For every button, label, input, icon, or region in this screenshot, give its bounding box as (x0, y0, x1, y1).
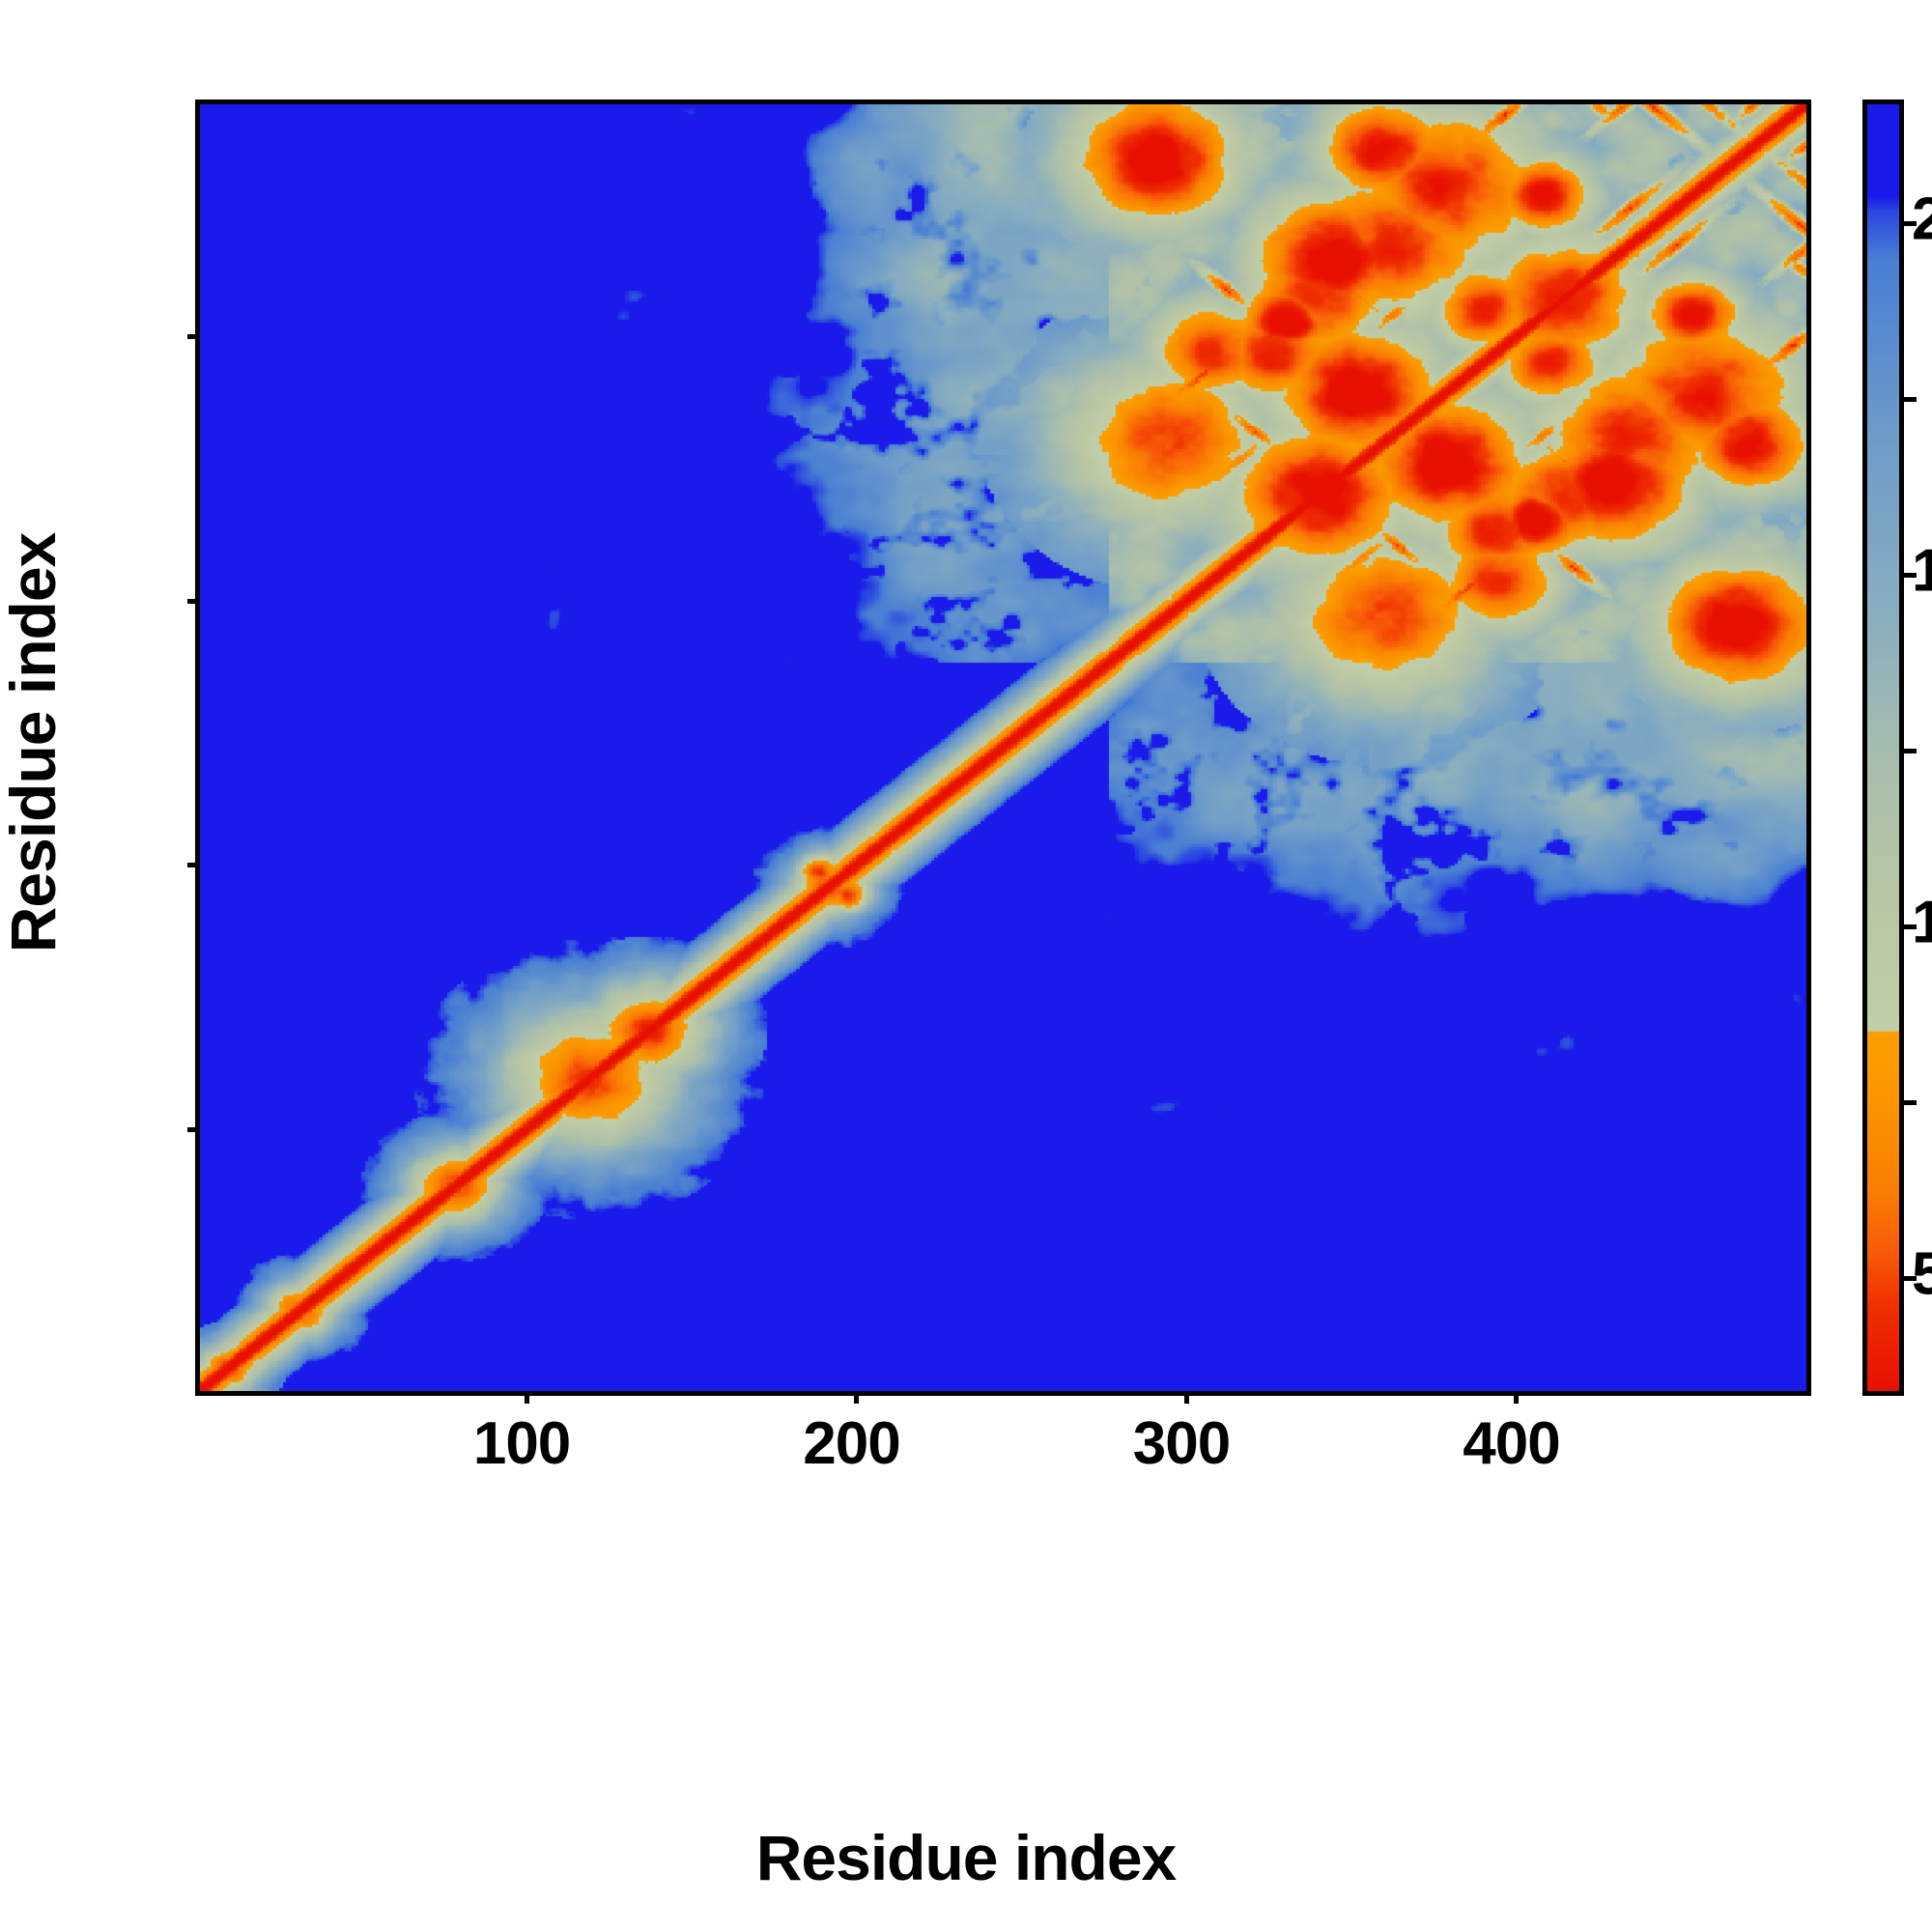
y-axis-tick (187, 863, 200, 868)
colorbar-tick-label-5: 5 (1912, 1240, 1932, 1308)
x-axis-tick-label-100: 100 (472, 1410, 571, 1477)
x-axis-tick (854, 1391, 860, 1404)
x-axis-tick-label-200: 200 (803, 1410, 900, 1477)
x-axis-tick (1183, 1391, 1189, 1404)
x-axis-title: Residue index (755, 1822, 1177, 1893)
y-axis-title: Residue index (0, 532, 69, 953)
x-axis-tick-label-300: 300 (1132, 1410, 1231, 1477)
colorbar-tick (1904, 573, 1917, 579)
contact-map-heatmap (200, 104, 1806, 1391)
colorbar (1862, 99, 1917, 1396)
colorbar-tick (1904, 221, 1917, 227)
x-axis-tick-label-400: 400 (1463, 1410, 1560, 1477)
colorbar-tick (1904, 1276, 1917, 1282)
y-axis-tick (187, 1126, 200, 1132)
heatmap-plot-area (187, 99, 1811, 1404)
x-axis-tick (1513, 1391, 1519, 1404)
x-axis-tick (524, 1391, 529, 1404)
y-axis-tick (187, 598, 200, 604)
colorbar-minor-tick (1904, 749, 1917, 754)
colorbar-tick-label-10: 10 (1912, 889, 1932, 956)
colorbar-gradient (1867, 104, 1899, 1391)
colorbar-tick (1904, 924, 1917, 930)
colorbar-minor-tick (1904, 397, 1917, 403)
colorbar-tick-label-15: 15 (1912, 537, 1932, 605)
colorbar-tick-label-20: 20 (1912, 185, 1932, 253)
colorbar-minor-tick (1904, 1100, 1917, 1106)
y-axis-tick (187, 334, 200, 340)
